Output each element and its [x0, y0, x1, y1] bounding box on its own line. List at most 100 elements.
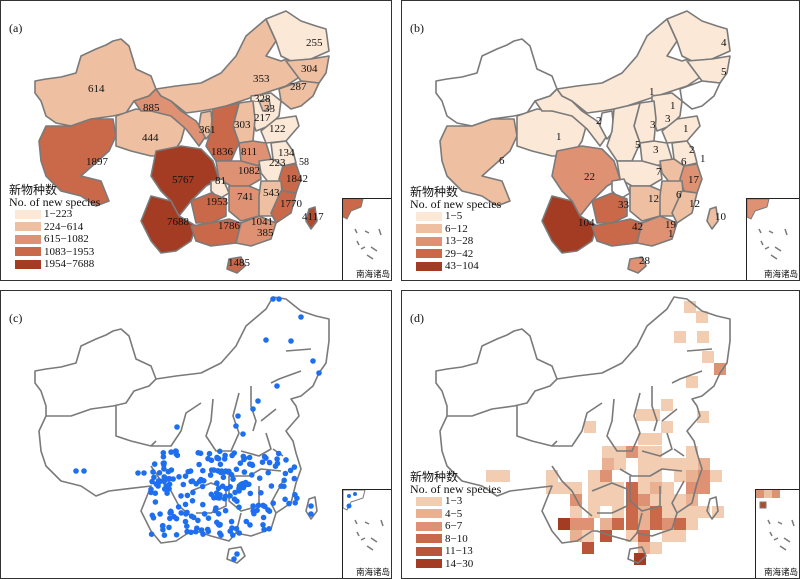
- legend-swatch: [416, 509, 442, 519]
- legend-item: 1−3: [410, 495, 501, 508]
- region-xinjiang: [435, 38, 558, 127]
- grid-cell: [612, 518, 624, 530]
- region-guangdong: [235, 215, 277, 247]
- grid-cell: [710, 470, 722, 482]
- collection-point: [212, 507, 219, 514]
- collection-point: [182, 501, 189, 508]
- grid-cells: [486, 301, 726, 565]
- grid-cell: [614, 458, 626, 470]
- legend-item: 6−12: [410, 223, 501, 236]
- legend-item: 6−7: [410, 520, 501, 533]
- label-tianjin: 33: [264, 103, 275, 115]
- collection-point: [184, 509, 190, 516]
- grid-cell: [588, 470, 600, 482]
- grid-cell: [650, 506, 662, 518]
- collection-point: [227, 493, 233, 499]
- label-zhejiang: 1842: [286, 173, 308, 185]
- collection-point: [316, 370, 322, 376]
- collection-point: [272, 463, 279, 469]
- collection-point: [188, 513, 195, 519]
- collection-point: [151, 461, 158, 467]
- collection-point: [161, 486, 168, 492]
- collection-point: [266, 459, 273, 466]
- label-qinghai: 444: [142, 132, 159, 144]
- collection-point: [259, 459, 266, 465]
- grid-cell: [612, 494, 624, 506]
- label-hainan: 1485: [228, 257, 250, 269]
- collection-point: [218, 532, 224, 538]
- legend-label: 43−104: [445, 260, 479, 273]
- label-beijing: 328: [254, 93, 271, 105]
- panel-c-collection-points-map: (c) 南海诸岛: [0, 290, 392, 579]
- legend-title-en: No. of new species: [9, 195, 101, 209]
- legend-item: 224−614: [9, 221, 100, 234]
- panel-label: (b): [410, 21, 424, 35]
- grid-cell: [638, 494, 650, 506]
- grid-cell: [714, 363, 726, 375]
- region-guangdong: [636, 215, 678, 247]
- collection-point: [236, 488, 242, 494]
- inset-islands: [746, 198, 788, 260]
- collection-point: [263, 337, 269, 343]
- grid-cell: [686, 470, 698, 482]
- collection-point: [243, 518, 250, 525]
- legend-label: 6−7: [445, 520, 463, 533]
- grid-cell: [582, 542, 594, 554]
- collection-point: [201, 511, 208, 517]
- region-hainan: [226, 256, 246, 274]
- region-beijing: [258, 98, 272, 112]
- grid-cell: [584, 421, 596, 433]
- collection-point: [211, 467, 217, 473]
- legend-swatch: [416, 249, 442, 259]
- grid-cell: [648, 409, 660, 421]
- grid-cell: [650, 518, 662, 530]
- legend-item: 1083−1953: [9, 246, 100, 259]
- label-chongqing: 81: [215, 175, 226, 187]
- collection-point: [291, 475, 298, 482]
- south-china-sea-inset: 南海诸岛: [342, 489, 391, 578]
- collection-point: [233, 525, 240, 532]
- collection-point: [184, 492, 191, 499]
- collection-point: [223, 485, 230, 492]
- collection-point: [150, 515, 157, 521]
- grid-cell: [674, 470, 686, 482]
- collection-point: [196, 461, 202, 468]
- grid-cell: [684, 301, 696, 313]
- collection-point: [156, 470, 163, 476]
- china-map-a: [34, 10, 330, 274]
- grid-cell: [626, 482, 638, 494]
- collection-point: [160, 450, 167, 456]
- grid-cell: [662, 482, 674, 494]
- label-shaanxi: 1836: [211, 146, 233, 158]
- region-guizhou: [591, 192, 628, 224]
- collection-point: [250, 508, 256, 514]
- collection-point: [81, 468, 87, 474]
- grid-cell: [614, 446, 626, 458]
- legend-label: 14−30: [445, 557, 474, 570]
- collection-point: [208, 491, 215, 498]
- label-yunnan: 7688: [167, 216, 189, 228]
- label-guangxi: 1786: [218, 220, 240, 232]
- legend-label: 13−28: [445, 235, 474, 248]
- legend-title-en: No. of new species: [410, 482, 502, 496]
- collection-point: [268, 483, 275, 489]
- collection-point: [152, 490, 159, 496]
- inset-caption: 南海诸岛: [763, 567, 798, 577]
- legend-item: 1−5: [410, 210, 501, 223]
- legend-label: 4−5: [445, 507, 463, 520]
- grid-cell: [638, 433, 650, 445]
- collection-point: [217, 448, 223, 455]
- grid-cell: [662, 506, 674, 518]
- grid-cell: [570, 530, 582, 542]
- label-yunnan: 104: [578, 217, 595, 229]
- grid-cell: [686, 376, 698, 388]
- grid-cell: [650, 482, 662, 494]
- collection-point: [148, 531, 155, 537]
- grid-cell: [588, 506, 600, 518]
- collection-point: [243, 481, 249, 488]
- collection-point: [173, 448, 179, 455]
- collection-point: [175, 504, 182, 510]
- legend-swatch: [416, 236, 442, 246]
- label-shanxi: 3: [650, 119, 656, 131]
- grid-cell: [662, 458, 674, 470]
